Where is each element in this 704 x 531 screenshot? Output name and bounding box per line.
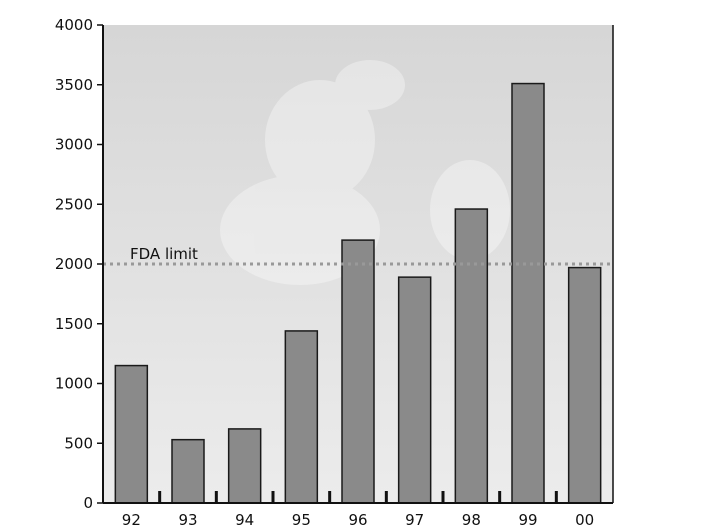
y-tick-label: 4000 xyxy=(55,16,93,34)
x-tick-label: 98 xyxy=(462,511,481,529)
y-tick-label: 2500 xyxy=(55,195,93,213)
bar-93 xyxy=(171,438,205,504)
fda-limit-label: FDA limit xyxy=(130,245,198,263)
watermark-silhouette xyxy=(220,60,510,285)
bar-97 xyxy=(397,276,432,504)
x-tick-label: 95 xyxy=(292,511,311,529)
bar-94 xyxy=(227,428,262,504)
bar-99 xyxy=(511,82,545,504)
x-tick-label: 92 xyxy=(122,511,141,529)
bar-92 xyxy=(114,364,149,504)
bar-98 xyxy=(454,208,489,504)
bar-00 xyxy=(567,266,602,504)
y-tick-label: 3000 xyxy=(55,136,93,154)
y-tick-label: 1000 xyxy=(55,375,93,393)
x-tick-label: 93 xyxy=(178,511,197,529)
bar-96 xyxy=(341,239,375,504)
x-tick-label: 94 xyxy=(235,511,254,529)
y-tick-label: 500 xyxy=(64,434,93,452)
y-tick-label: 2000 xyxy=(55,255,93,273)
x-tick-label: 97 xyxy=(405,511,424,529)
x-tick-label: 00 xyxy=(575,511,594,529)
y-tick-label: 3500 xyxy=(55,76,93,94)
bar-95 xyxy=(284,330,319,504)
x-tick-label: 99 xyxy=(518,511,537,529)
y-tick-label: 0 xyxy=(83,494,93,512)
y-tick-label: 1500 xyxy=(55,315,93,333)
x-tick-label: 96 xyxy=(348,511,367,529)
